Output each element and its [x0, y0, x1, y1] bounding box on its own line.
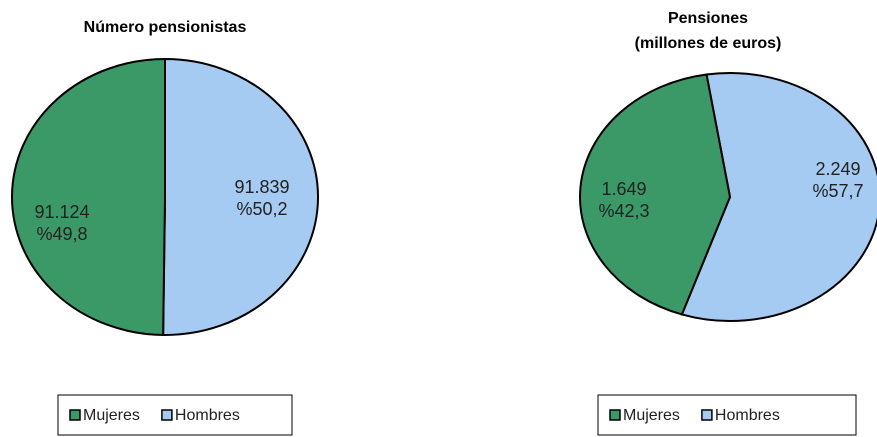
value-label: 91.839 [234, 177, 289, 197]
legend-box [597, 394, 857, 436]
pie-slice [680, 72, 877, 322]
chart-subtitle: (millones de euros) [635, 35, 782, 52]
legend-label: Hombres [715, 407, 780, 424]
value-label: 91.124 [34, 202, 89, 222]
value-label: 2.249 [815, 159, 860, 179]
legend-swatch [69, 409, 81, 421]
percent-label: %57,7 [812, 181, 863, 201]
pie-slice [579, 73, 732, 316]
legend-box [57, 394, 293, 436]
percent-label: %49,8 [36, 224, 87, 244]
legend-swatch [701, 409, 713, 421]
chart-title: Número pensionistas [84, 19, 247, 36]
value-label: 1.649 [601, 179, 646, 199]
pie-slice [162, 57, 319, 336]
percent-label: %50,2 [236, 199, 287, 219]
chart-title: Pensiones [668, 10, 748, 27]
percent-label: %42,3 [598, 201, 649, 221]
legend-label: Mujeres [623, 407, 680, 424]
pie-slice [11, 57, 166, 337]
legend-swatch [161, 409, 173, 421]
legend-swatch [609, 409, 621, 421]
legend-label: Mujeres [83, 407, 140, 424]
legend-label: Hombres [175, 407, 240, 424]
